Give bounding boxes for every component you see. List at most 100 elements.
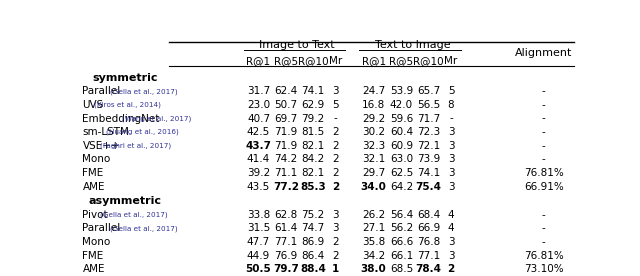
Text: 77.1: 77.1 [274, 237, 298, 247]
Text: 77.1: 77.1 [417, 251, 440, 261]
Text: Pivot: Pivot [83, 210, 108, 220]
Text: 76.81%: 76.81% [524, 168, 564, 178]
Text: 1: 1 [332, 264, 339, 274]
Text: 43.5: 43.5 [247, 182, 270, 192]
Text: -: - [542, 210, 546, 220]
Text: 34.2: 34.2 [362, 251, 385, 261]
Text: 66.9: 66.9 [417, 224, 440, 233]
Text: Parallel: Parallel [83, 86, 121, 96]
Text: 62.8: 62.8 [274, 210, 298, 220]
Text: 71.1: 71.1 [274, 168, 298, 178]
Text: 42.5: 42.5 [247, 127, 270, 137]
Text: 76.8: 76.8 [417, 237, 440, 247]
Text: 73.9: 73.9 [417, 154, 440, 164]
Text: (Gella et al., 2017): (Gella et al., 2017) [109, 88, 177, 95]
Text: 53.9: 53.9 [390, 86, 413, 96]
Text: 3: 3 [332, 210, 339, 220]
Text: 5: 5 [448, 86, 454, 96]
Text: 5: 5 [332, 100, 339, 110]
Text: 75.4: 75.4 [416, 182, 442, 192]
Text: 34.0: 34.0 [361, 182, 387, 192]
Text: 50.5: 50.5 [246, 264, 271, 274]
Text: Mr: Mr [444, 56, 458, 66]
Text: 74.1: 74.1 [417, 168, 440, 178]
Text: 2: 2 [332, 251, 339, 261]
Text: symmetric: symmetric [92, 73, 157, 83]
Text: 35.8: 35.8 [362, 237, 385, 247]
Text: 16.8: 16.8 [362, 100, 385, 110]
Text: 29.2: 29.2 [362, 113, 385, 124]
Text: asymmetric: asymmetric [88, 196, 161, 206]
Text: EmbeddingNet: EmbeddingNet [83, 113, 160, 124]
Text: 64.2: 64.2 [390, 182, 413, 192]
Text: Mr: Mr [329, 56, 342, 66]
Text: -: - [542, 141, 546, 151]
Text: 2: 2 [332, 237, 339, 247]
Text: 2: 2 [447, 264, 454, 274]
Text: 33.8: 33.8 [247, 210, 270, 220]
Text: 47.7: 47.7 [247, 237, 270, 247]
Text: 66.91%: 66.91% [524, 182, 564, 192]
Text: 50.7: 50.7 [275, 100, 298, 110]
Text: R@10: R@10 [413, 56, 444, 66]
Text: R@10: R@10 [298, 56, 328, 66]
Text: 32.1: 32.1 [362, 154, 385, 164]
Text: Parallel: Parallel [83, 224, 121, 233]
Text: 74.2: 74.2 [274, 154, 298, 164]
Text: 73.10%: 73.10% [524, 264, 564, 274]
Text: R@5: R@5 [274, 56, 298, 66]
Text: 3: 3 [448, 141, 454, 151]
Text: 56.2: 56.2 [390, 224, 413, 233]
Text: AME: AME [83, 182, 105, 192]
Text: 42.0: 42.0 [390, 100, 413, 110]
Text: 31.5: 31.5 [247, 224, 270, 233]
Text: (Kiros et al., 2014): (Kiros et al., 2014) [94, 102, 161, 108]
Text: 72.3: 72.3 [417, 127, 440, 137]
Text: 39.2: 39.2 [247, 168, 270, 178]
Text: Mono: Mono [83, 237, 111, 247]
Text: 56.4: 56.4 [390, 210, 413, 220]
Text: 41.4: 41.4 [247, 154, 270, 164]
Text: 56.5: 56.5 [417, 100, 440, 110]
Text: -: - [542, 154, 546, 164]
Text: 68.4: 68.4 [417, 210, 440, 220]
Text: 63.0: 63.0 [390, 154, 413, 164]
Text: (Wang et al., 2017): (Wang et al., 2017) [122, 115, 191, 122]
Text: 4: 4 [448, 224, 454, 233]
Text: 77.2: 77.2 [273, 182, 299, 192]
Text: Alignment: Alignment [515, 48, 572, 58]
Text: 3: 3 [448, 182, 454, 192]
Text: AME: AME [83, 264, 105, 274]
Text: -: - [542, 127, 546, 137]
Text: 3: 3 [332, 224, 339, 233]
Text: 66.1: 66.1 [390, 251, 413, 261]
Text: 3: 3 [448, 154, 454, 164]
Text: 72.1: 72.1 [417, 141, 440, 151]
Text: R@1: R@1 [362, 56, 386, 66]
Text: 71.9: 71.9 [274, 141, 298, 151]
Text: 4: 4 [448, 210, 454, 220]
Text: 60.9: 60.9 [390, 141, 413, 151]
Text: 60.4: 60.4 [390, 127, 413, 137]
Text: -: - [542, 224, 546, 233]
Text: 2: 2 [332, 182, 339, 192]
Text: 3: 3 [448, 237, 454, 247]
Text: 88.4: 88.4 [300, 264, 326, 274]
Text: 86.9: 86.9 [301, 237, 324, 247]
Text: 76.9: 76.9 [274, 251, 298, 261]
Text: -: - [542, 100, 546, 110]
Text: 65.7: 65.7 [417, 86, 440, 96]
Text: 59.6: 59.6 [390, 113, 413, 124]
Text: FME: FME [83, 251, 104, 261]
Text: 30.2: 30.2 [362, 127, 385, 137]
Text: 23.0: 23.0 [247, 100, 270, 110]
Text: 43.7: 43.7 [246, 141, 271, 151]
Text: -: - [542, 237, 546, 247]
Text: (Huang et al., 2016): (Huang et al., 2016) [106, 129, 179, 136]
Text: 44.9: 44.9 [247, 251, 270, 261]
Text: 78.4: 78.4 [416, 264, 442, 274]
Text: 62.5: 62.5 [390, 168, 413, 178]
Text: Text to Image: Text to Image [374, 40, 450, 50]
Text: -: - [542, 113, 546, 124]
Text: 24.7: 24.7 [362, 86, 385, 96]
